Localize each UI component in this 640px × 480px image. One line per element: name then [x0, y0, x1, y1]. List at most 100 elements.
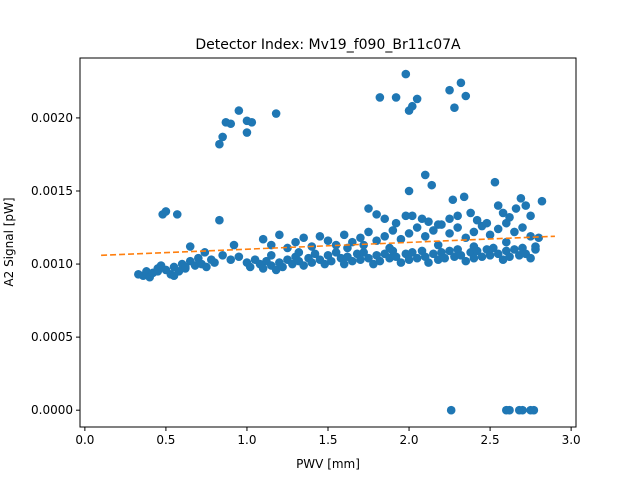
data-point	[266, 250, 276, 260]
data-point	[485, 230, 495, 240]
fit-layer	[101, 235, 555, 257]
data-point	[391, 252, 401, 262]
data-point	[445, 229, 454, 238]
data-point	[404, 255, 414, 264]
data-point	[445, 214, 454, 224]
data-point	[288, 259, 297, 269]
x-axis-label: PWV [mm]	[296, 457, 360, 471]
data-point	[420, 170, 430, 180]
data-point	[181, 262, 190, 272]
data-point	[469, 253, 479, 263]
data-point	[307, 258, 317, 267]
y-tick-label: 0.0005	[31, 330, 73, 344]
data-point	[396, 234, 406, 244]
data-point	[456, 78, 466, 88]
data-point	[412, 253, 422, 263]
data-point	[521, 201, 531, 210]
data-point	[518, 223, 527, 232]
data-point	[526, 253, 535, 263]
data-point	[271, 109, 281, 118]
data-point	[412, 94, 422, 104]
data-point	[482, 218, 492, 228]
data-point	[401, 69, 411, 79]
data-point	[502, 237, 511, 247]
data-point	[490, 177, 500, 187]
data-point	[153, 267, 163, 276]
data-point	[172, 210, 182, 219]
data-point	[326, 256, 336, 266]
data-point	[459, 192, 469, 202]
data-point	[245, 262, 255, 272]
data-point	[498, 208, 508, 218]
data-point	[407, 248, 417, 257]
data-point	[385, 243, 394, 253]
data-point	[412, 223, 422, 232]
data-point	[242, 128, 252, 137]
data-point	[485, 250, 495, 260]
data-point	[218, 250, 227, 260]
data-point	[537, 196, 547, 206]
data-point	[258, 234, 268, 244]
data-point	[339, 259, 349, 269]
data-point	[291, 237, 300, 247]
data-point	[489, 243, 498, 253]
data-point	[226, 119, 236, 129]
data-point	[440, 253, 450, 263]
data-point	[420, 231, 430, 241]
x-axis-ticks: 0.0 0.5 1.0 1.5 2.0 2.5 3.0	[75, 427, 581, 447]
data-point	[469, 242, 479, 251]
data-point	[445, 85, 454, 95]
data-point	[396, 258, 406, 267]
data-point	[526, 211, 535, 221]
data-point	[493, 224, 503, 234]
y-axis-label: A2 Signal [pW]	[2, 197, 16, 286]
data-point	[493, 249, 503, 259]
y-axis-ticks: 0.0000 0.0005 0.0010 0.0015 0.0020	[31, 111, 80, 417]
y-tick-label: 0.0020	[31, 111, 73, 125]
data-point	[466, 208, 475, 218]
data-point	[278, 262, 287, 272]
data-point	[161, 207, 171, 216]
data-point	[190, 261, 200, 270]
y-tick-label: 0.0000	[31, 403, 73, 417]
data-point	[275, 230, 284, 240]
data-point	[429, 249, 438, 259]
data-point	[200, 248, 210, 257]
data-point	[529, 405, 539, 415]
data-point	[356, 255, 365, 264]
x-tick-label: 2.5	[481, 433, 500, 447]
chart-title: Detector Index: Mv19_f090_Br11c07A	[195, 37, 461, 53]
data-point	[229, 240, 239, 250]
data-point	[299, 233, 308, 243]
x-tick-label: 1.0	[237, 433, 256, 447]
data-point	[356, 233, 365, 243]
data-point	[505, 212, 514, 222]
y-tick-label: 0.0015	[31, 184, 73, 198]
data-point	[266, 240, 276, 250]
y-tick-label: 0.0010	[31, 257, 73, 271]
data-point	[427, 180, 437, 190]
data-point	[258, 264, 268, 273]
data-point	[433, 220, 443, 229]
data-point	[369, 259, 378, 269]
data-point	[429, 226, 438, 235]
x-tick-label: 1.5	[318, 433, 337, 447]
data-point	[445, 246, 454, 256]
data-point	[385, 253, 394, 263]
data-point	[348, 256, 357, 266]
data-point	[518, 405, 527, 415]
data-point	[493, 201, 503, 210]
data-point	[299, 261, 308, 270]
data-point	[450, 103, 459, 112]
data-point	[375, 256, 385, 266]
data-point	[404, 186, 414, 196]
x-tick-label: 0.0	[75, 433, 94, 447]
data-point	[456, 250, 466, 260]
data-point	[320, 259, 330, 269]
data-point	[202, 262, 211, 272]
data-point	[380, 231, 390, 241]
data-point	[424, 217, 433, 226]
data-point	[234, 106, 244, 115]
data-point	[247, 118, 257, 127]
data-point	[514, 250, 524, 260]
